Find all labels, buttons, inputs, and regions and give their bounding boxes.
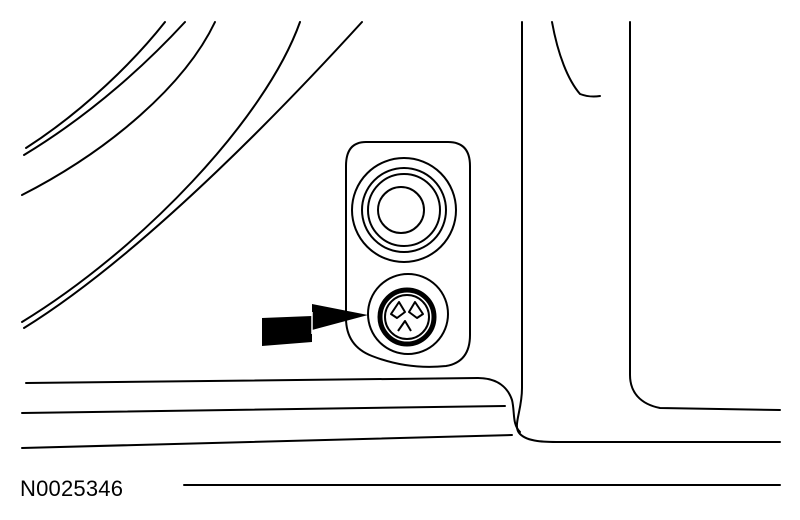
- phillips-recess-icon: [390, 301, 424, 332]
- floor-lines: [21, 376, 781, 486]
- mounting-bracket: [345, 141, 471, 368]
- panel-contour-lines: [21, 21, 363, 329]
- screw: [367, 273, 449, 355]
- figure-reference-id: N0025346: [20, 476, 124, 501]
- vertical-panel: [515, 21, 781, 443]
- grommet: [351, 157, 457, 263]
- arrow-right-icon: [262, 304, 368, 346]
